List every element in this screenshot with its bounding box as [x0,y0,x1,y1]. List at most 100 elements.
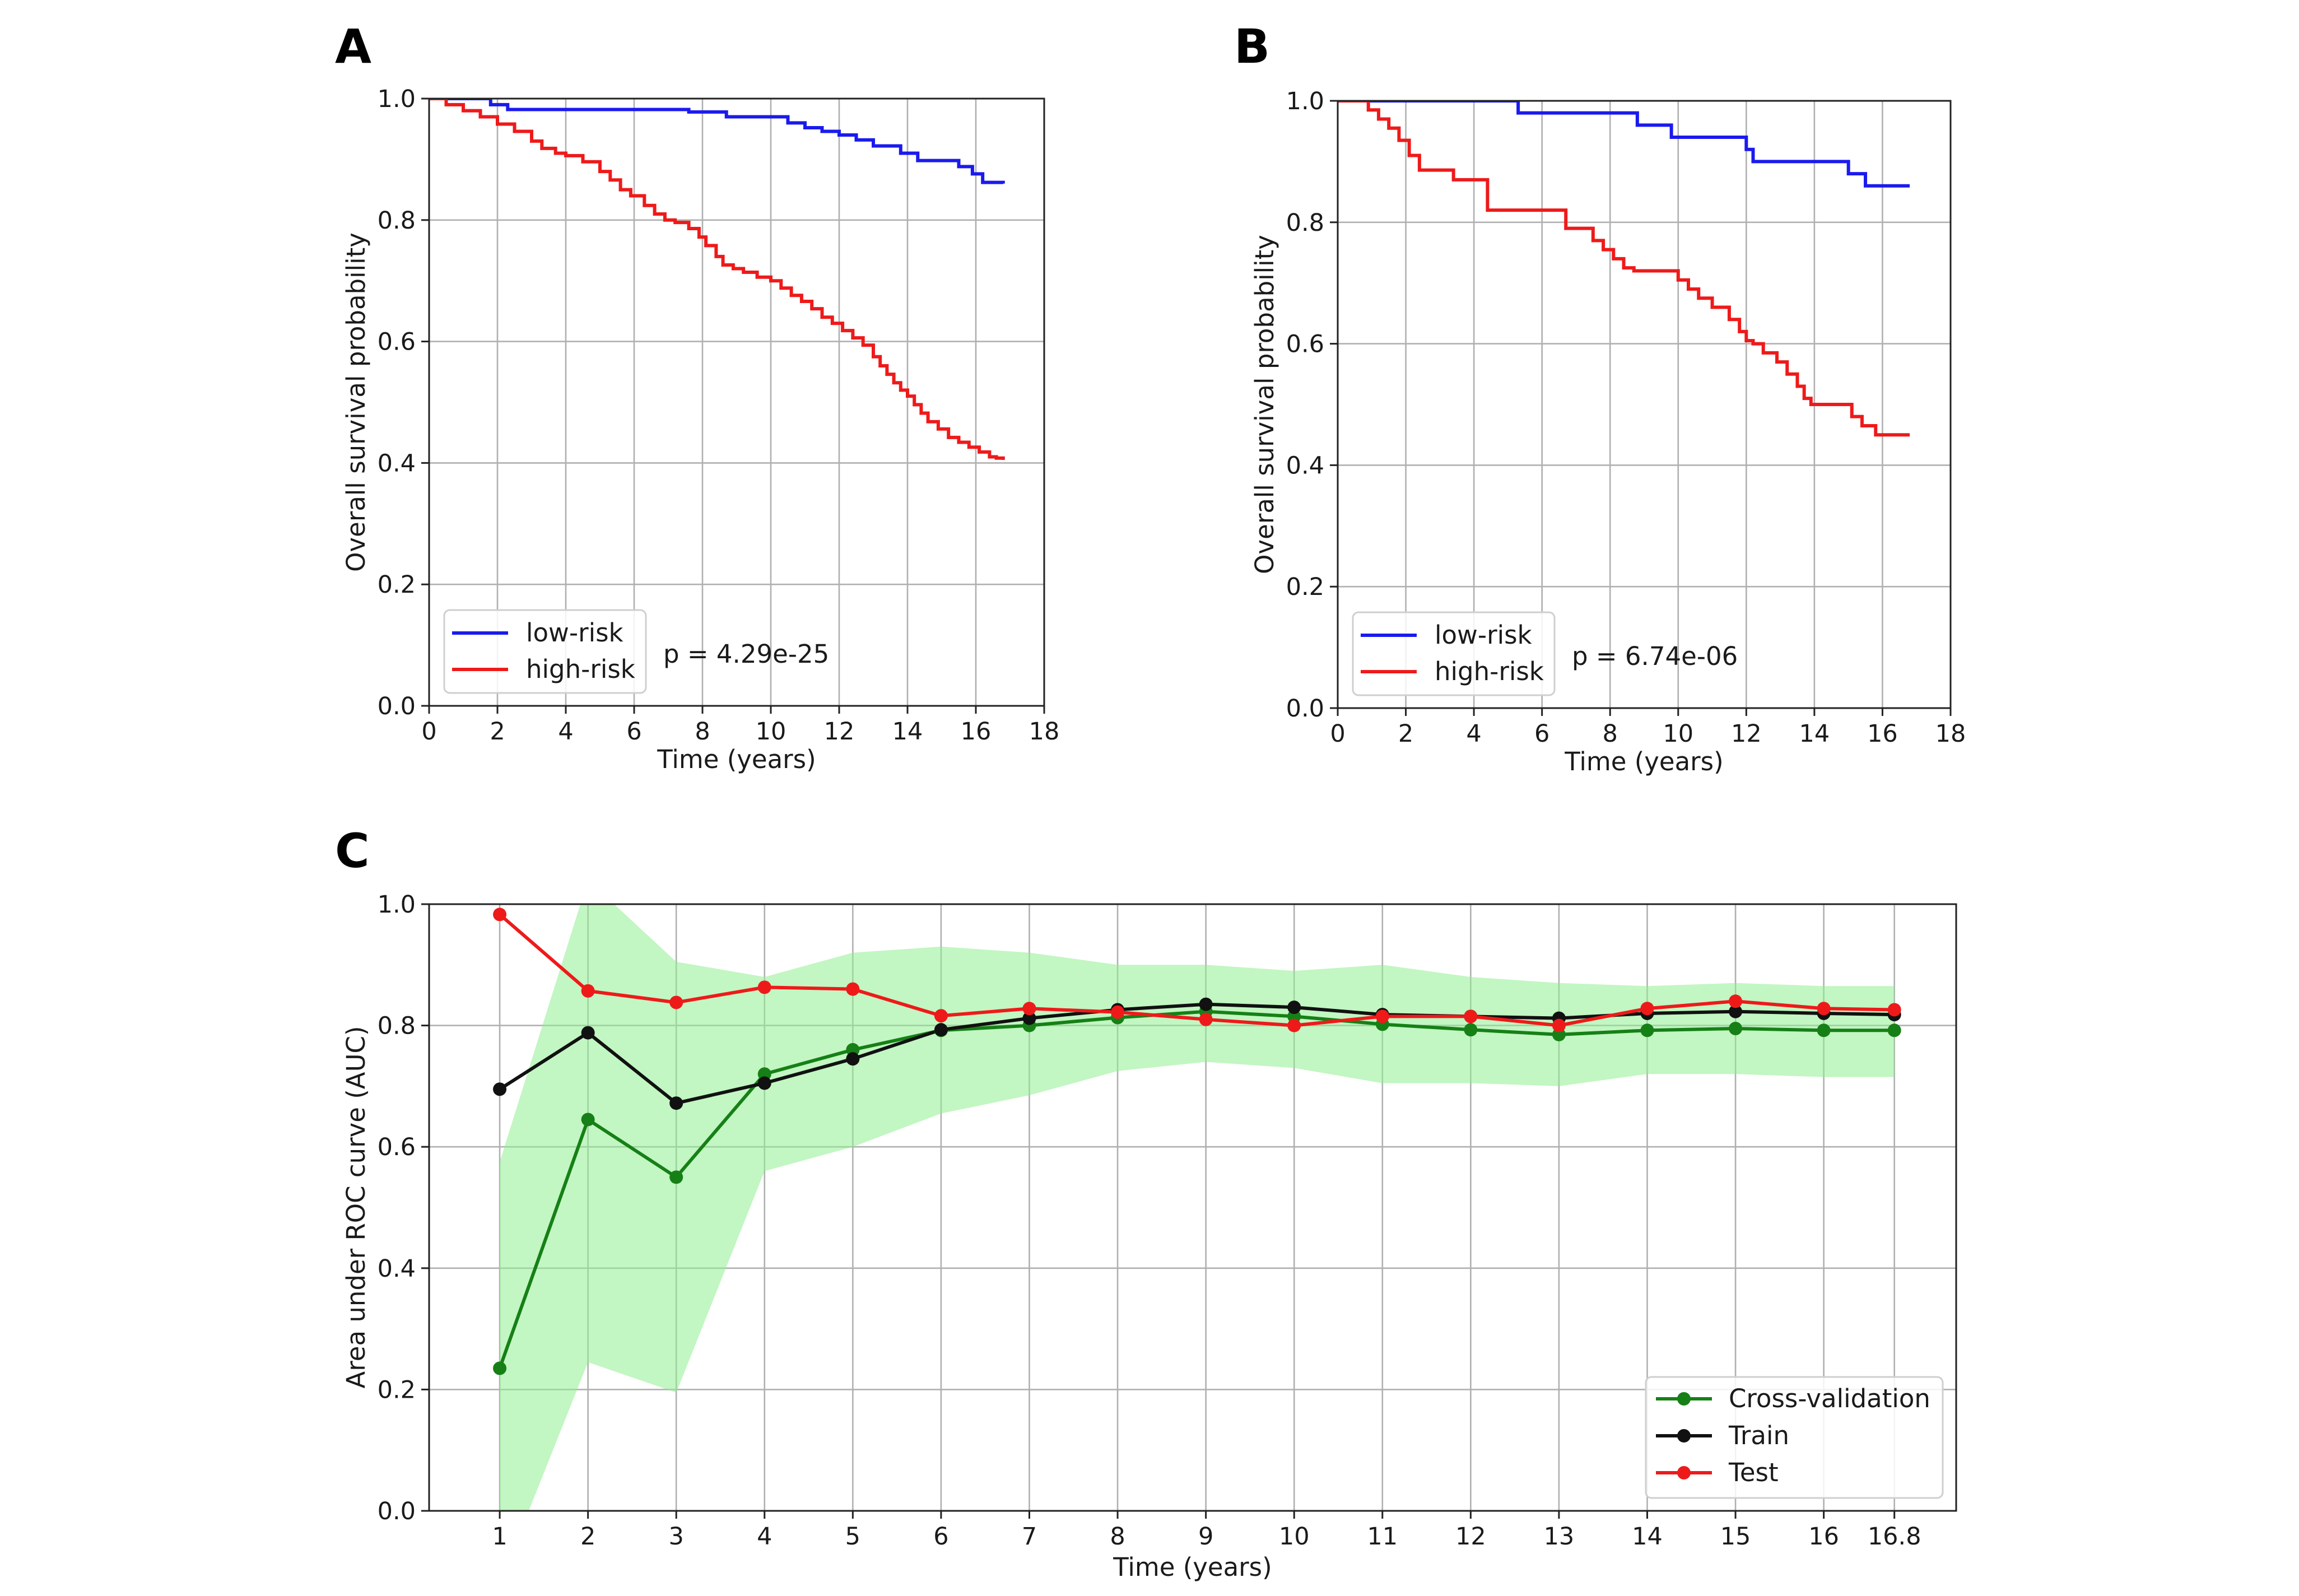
x-tick-label: 2 [580,1523,595,1551]
km-curve-high-risk [429,99,1005,460]
x-tick-label: 14 [1799,720,1830,748]
panel-c-ylabel: Area under ROC curve (AUC) [341,1026,371,1388]
y-tick-label: 1.0 [378,85,416,113]
panel-b-xlabel: Time (years) [1564,747,1723,776]
legend-label-high-risk: high-risk [526,654,635,684]
auc-point-Train [757,1076,771,1090]
legend-label-test: Test [1728,1458,1779,1487]
auc-point-Train [1287,1001,1301,1015]
legend-label-low-risk: low-risk [526,618,623,648]
auc-point-Test [1729,994,1743,1008]
auc-point-Test [1287,1018,1301,1032]
auc-point-Test [669,995,683,1009]
panel-label-c: C [335,823,370,878]
y-tick-label: 0.6 [378,328,416,356]
x-tick-label: 4 [1466,720,1481,748]
x-tick-label: 12 [1455,1523,1486,1551]
y-tick-label: 0.0 [378,1497,416,1525]
legend-marker-cross-validation [1677,1392,1691,1406]
auc-point-Test [757,980,771,994]
y-tick-label: 1.0 [1286,87,1324,115]
x-tick-label: 8 [1110,1523,1125,1551]
auc-point-Test [1464,1009,1478,1023]
panel-b-series [1338,101,1910,437]
km-curve-low-risk [1338,101,1910,188]
x-tick-label: 18 [1935,720,1966,748]
auc-point-Test [1887,1003,1901,1017]
panel-a: A 0 2 4 6 8 10 12 14 16 18 0.0 0.2 0.4 0.6 0.8 1.0 Tim… [335,19,1059,774]
auc-point-Test [493,908,507,922]
x-tick-label: 8 [695,718,710,746]
panel-b-legend: low-risk high-risk [1352,611,1556,696]
x-tick-label: 6 [933,1523,948,1551]
y-tick-label: 0.0 [378,692,416,720]
panel-c: C 1 2 3 4 5 6 7 8 9 10 11 12 13 14 15 16 16.8 0.00.20.40… [335,823,1957,1582]
auc-point-Train [669,1096,683,1110]
x-tick-label: 10 [1663,720,1693,748]
panel-c-xlabel: Time (years) [1113,1552,1272,1582]
x-tick-label: 3 [669,1523,684,1551]
x-tick-label: 0 [421,718,436,746]
km-curve-high-risk [1338,101,1910,437]
auc-point-Cross-validation [1729,1022,1743,1036]
x-tick-label: 13 [1544,1523,1575,1551]
auc-point-Cross-validation [581,1113,595,1127]
auc-point-Test [581,984,595,998]
x-tick-label: 12 [824,718,855,746]
legend-label-cross-validation: Cross-validation [1729,1384,1930,1413]
x-tick-label: 5 [845,1523,860,1551]
auc-point-Cross-validation [1887,1023,1901,1037]
auc-point-Train [493,1082,507,1096]
panel-a-p-value: p = 4.29e-25 [663,639,829,669]
x-tick-label: 0 [1330,720,1345,748]
x-tick-label: 2 [490,718,505,746]
x-tick-label: 16 [961,718,992,746]
legend-marker-test [1677,1466,1691,1479]
x-tick-label: 1 [492,1523,507,1551]
x-tick-label: 6 [1534,720,1549,748]
x-tick-label: 8 [1603,720,1618,748]
x-tick-label: 16.8 [1868,1523,1921,1551]
panel-a-legend-box [443,609,647,694]
auc-point-Cross-validation [1640,1023,1654,1037]
auc-point-Test [1817,1002,1831,1016]
x-tick-label: 9 [1198,1523,1213,1551]
panel-a-xlabel: Time (years) [657,745,816,774]
x-tick-label: 14 [1632,1523,1663,1551]
panel-c-xticks: 1 2 3 4 5 6 7 8 9 10 11 12 13 14 15 16 16.8 [492,1511,1921,1551]
y-tick-label: 0.4 [378,449,416,477]
panel-a-yticks: 0.0 0.2 0.4 0.6 0.8 1.0 [378,85,429,720]
x-tick-label: 16 [1808,1523,1839,1551]
panel-label-b: B [1234,19,1270,74]
panel-a-ylabel: Overall survival probability [341,232,371,572]
panel-a-series [429,99,1005,460]
panel-a-legend: low-risk high-risk [443,609,647,694]
x-tick-label: 12 [1731,720,1762,748]
x-tick-label: 7 [1022,1523,1037,1551]
panel-a-frame [428,97,1045,707]
x-tick-label: 10 [756,718,787,746]
legend-marker-train [1677,1429,1691,1443]
panel-b-p-value: p = 6.74e-06 [1572,641,1738,671]
x-tick-label: 4 [558,718,573,746]
y-tick-label: 0.2 [378,1376,416,1404]
panel-b: B 0 2 4 6 8 10 12 14 16 18 0.0 0.2 0.4 0.6 0.8 1.0 Tim… [1234,19,1966,776]
auc-point-Test [1375,1009,1389,1023]
y-tick-label: 0.4 [1286,452,1324,480]
y-tick-label: 0.8 [378,207,416,235]
panel-b-legend-box [1352,611,1556,696]
x-tick-label: 11 [1367,1523,1398,1551]
panel-b-xticks: 0 2 4 6 8 10 12 14 16 18 [1330,708,1966,748]
auc-point-Train [581,1026,595,1040]
auc-point-Test [846,982,860,996]
legend-label-high-risk-b: high-risk [1435,657,1544,686]
auc-point-Test [1552,1018,1566,1032]
auc-point-Train [846,1052,860,1066]
y-tick-label: 1.0 [378,891,416,919]
auc-point-Cross-validation [1817,1023,1831,1037]
auc-point-Train [1199,997,1213,1011]
x-tick-label: 2 [1398,720,1413,748]
y-tick-label: 0.2 [378,571,416,599]
panel-label-a: A [335,19,371,74]
